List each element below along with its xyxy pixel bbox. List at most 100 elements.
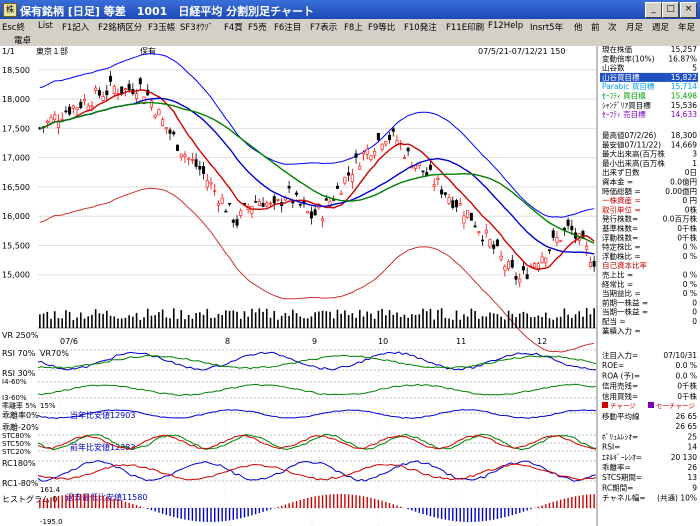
candle-body	[224, 210, 228, 213]
menu-f5[interactable]: F5売	[248, 23, 267, 33]
menu-weekly[interactable]: 週足	[652, 23, 670, 33]
menu-f6[interactable]: F6注目	[274, 23, 302, 33]
candle-body	[466, 210, 470, 218]
candle-body	[149, 100, 153, 108]
info-value: 13	[687, 473, 697, 482]
candle-body	[447, 197, 451, 204]
price-tick-label: 16,000	[2, 212, 30, 221]
candle-body	[380, 143, 384, 150]
i4-i3-line	[37, 383, 597, 397]
chart-canvas: 1/1 東京１部 保有 07/5/21-07/12/21 150 18,5001…	[0, 46, 700, 526]
candle-body	[313, 209, 317, 216]
candle-body	[421, 170, 425, 173]
candle-body	[127, 83, 131, 90]
info-label: 移動平均線	[602, 411, 640, 421]
month-label: 12	[537, 337, 547, 346]
candle-body	[56, 120, 60, 128]
info-value: 0千株	[677, 391, 697, 401]
info-value: 0.0 %	[676, 371, 697, 380]
info-label: 最高値07/2/26)	[602, 130, 656, 140]
candle-body	[257, 201, 261, 206]
menu-f7[interactable]: F7表示	[310, 23, 338, 33]
info-label: 乖離率=	[602, 462, 631, 472]
info-value: 0 %	[683, 271, 697, 280]
close-button[interactable]: ×	[680, 2, 697, 18]
stc-d-line	[37, 434, 597, 450]
info-value: 16.87%	[668, 54, 697, 63]
info-value: 14,633	[671, 110, 697, 119]
menu-esc[interactable]: Esc終	[2, 23, 25, 33]
info-label: 最小出来高(百万株	[602, 158, 665, 168]
info-value: 0.0 %	[676, 361, 697, 370]
candle-body	[454, 200, 458, 208]
candle-body	[328, 200, 332, 207]
candle-body	[488, 239, 492, 248]
maximize-button[interactable]: □	[662, 2, 679, 18]
candle-body	[428, 164, 432, 170]
menu-list[interactable]: List	[38, 21, 53, 31]
menu-f10[interactable]: F10発注	[404, 23, 437, 33]
menu-insert[interactable]: Insrt5年	[530, 23, 564, 33]
menu-yearly[interactable]: 年足	[678, 23, 696, 33]
menu-next[interactable]: 次	[608, 23, 617, 33]
price-tick-label: 17,500	[2, 124, 30, 133]
candle-body	[321, 218, 325, 221]
candle-body	[477, 231, 481, 234]
menu-other[interactable]: 他	[574, 23, 583, 33]
candle-body	[440, 189, 444, 195]
candle-body	[105, 90, 109, 96]
candle-body	[79, 101, 83, 108]
stc-k-line	[37, 433, 597, 451]
vr-label: VR 250%	[2, 331, 39, 340]
candle-body	[462, 215, 466, 224]
menu-f9[interactable]: F9等比	[368, 23, 396, 33]
menu-calculator[interactable]: 電卓	[14, 36, 32, 46]
candle-body	[153, 114, 157, 118]
menu-f11[interactable]: F11E印刷	[446, 23, 485, 33]
candle-body	[347, 172, 351, 176]
i3-label: I3-60%	[2, 394, 27, 402]
candle-body	[60, 118, 64, 121]
month-labels: 07/6 8 9 10 11 12	[59, 336, 547, 526]
info-value: 5	[692, 64, 697, 73]
volume-bars	[38, 308, 596, 329]
menu-sf3[interactable]: SF3ｵｳｿﾞ	[180, 23, 213, 33]
info-value: 0.0億円	[670, 177, 697, 187]
menu-monthly[interactable]: 月足	[626, 23, 644, 33]
menu-f3[interactable]: F3玉帳	[148, 23, 176, 33]
candle-body	[592, 261, 596, 267]
candle-body	[123, 88, 127, 90]
candle-body	[157, 109, 161, 116]
menu-f8[interactable]: F8上	[344, 23, 363, 33]
candle-body	[164, 127, 168, 130]
month-label: 10	[378, 337, 388, 346]
candle-body	[391, 128, 395, 132]
info-label: 資本金 =	[602, 177, 633, 187]
menu-f2[interactable]: F2銘柄区分	[98, 23, 143, 33]
info-value: 0.0百万株	[663, 214, 698, 224]
menu-f12[interactable]: F12Help	[488, 21, 524, 31]
candle-body	[384, 141, 388, 145]
minimize-button[interactable]: _	[645, 2, 662, 18]
menu-prev[interactable]: 前	[591, 23, 600, 33]
candle-body	[373, 151, 377, 156]
ratio-line	[37, 409, 597, 420]
menu-f1[interactable]: F1記入	[62, 23, 90, 33]
candle-body	[231, 219, 235, 223]
candle-body	[406, 147, 410, 152]
info-label: 出来ず日数	[602, 167, 640, 177]
yearly-low-note-1: 当年比安値12903	[70, 410, 135, 420]
ratio-m20-label: 乖離-20%	[2, 422, 39, 432]
candle-body	[109, 75, 113, 82]
candle-body	[179, 153, 183, 158]
candle-body	[533, 263, 537, 268]
candle-body	[309, 211, 313, 219]
price-tick-label: 18,500	[2, 66, 30, 75]
info-highlight	[600, 72, 698, 82]
menu-f4[interactable]: F4買	[224, 23, 243, 33]
right-info-panel: 現在株価 15,257 変動倍率(10%) 16.87% 山谷数 5 山谷買目標 15,822…	[600, 46, 698, 503]
candle-body	[194, 159, 198, 167]
info-value: 1	[692, 159, 697, 168]
candle-body	[86, 105, 90, 111]
info-value: 0千株	[677, 223, 697, 233]
